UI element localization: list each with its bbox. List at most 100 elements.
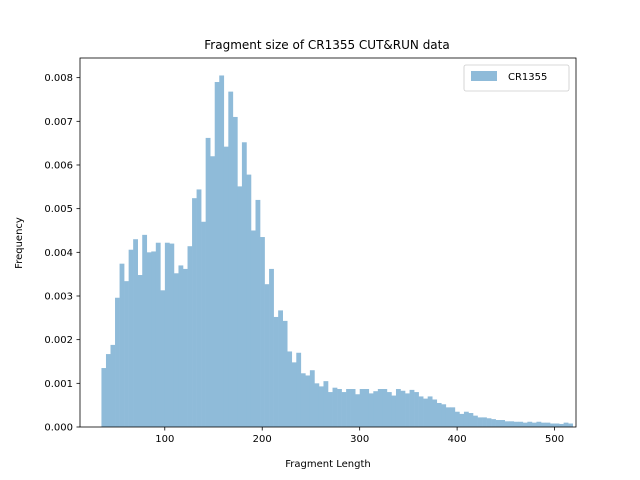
x-tick-label: 200 [253, 434, 272, 445]
histogram-bar [468, 413, 474, 427]
histogram-bar [536, 421, 542, 427]
histogram-bar [486, 418, 492, 427]
histogram-bar [423, 398, 428, 427]
histogram-bar [454, 411, 460, 427]
histogram-bar [287, 351, 293, 427]
histogram-bar [531, 422, 537, 427]
histogram-bar [151, 251, 157, 427]
histogram-bar [178, 265, 184, 427]
histogram-bar [173, 273, 179, 427]
histogram-bar [373, 391, 379, 427]
x-tick-label: 500 [545, 434, 564, 445]
y-tick-label: 0.005 [44, 204, 73, 215]
histogram-bar [314, 383, 320, 427]
y-tick-label: 0.008 [44, 73, 73, 84]
histogram-bar [264, 284, 270, 427]
histogram-bar [192, 198, 197, 427]
histogram-bar [318, 386, 324, 427]
histogram-bar [382, 389, 388, 427]
histogram-bar [255, 199, 261, 427]
histogram-bar [445, 407, 451, 427]
histogram-bar [210, 156, 216, 427]
y-tick-label: 0.006 [44, 160, 73, 171]
histogram-bar [205, 137, 211, 427]
histogram-bar [346, 389, 351, 427]
histogram-bar [522, 422, 528, 427]
histogram-bar [418, 396, 424, 427]
histogram-bar [260, 237, 265, 427]
histogram-bar [427, 396, 433, 427]
histogram-bar [563, 422, 569, 427]
histogram-bar [400, 390, 406, 427]
y-axis-ticks: 0.000 0.001 0.002 0.003 0.004 0.005 0.006 0.007… [44, 73, 80, 434]
histogram-bar [504, 421, 510, 427]
histogram-bar [568, 423, 573, 427]
histogram-bar [405, 393, 410, 427]
histogram-bar [119, 263, 125, 427]
histogram-bar [364, 389, 370, 427]
histogram-bar [133, 239, 138, 427]
histogram-bar [337, 389, 342, 427]
histogram-bar [550, 423, 555, 427]
plot-frame [79, 57, 577, 428]
histogram-bar [495, 420, 501, 427]
histogram-bar [309, 370, 315, 427]
histogram-bar [540, 422, 546, 427]
histogram-bar [300, 373, 306, 427]
histogram-bar [250, 230, 256, 427]
histogram-bar [105, 354, 111, 427]
histogram-bar [459, 413, 465, 427]
histogram-bar [124, 281, 129, 427]
y-tick-label: 0.007 [44, 117, 73, 128]
histogram-bar [164, 242, 170, 427]
legend-label: CR1355 [508, 72, 547, 83]
histogram-bar [323, 381, 329, 427]
histogram-bar [395, 389, 401, 427]
histogram-bar [328, 392, 333, 427]
histogram-bar [473, 415, 478, 427]
histogram-bar [491, 419, 496, 427]
histogram-bar [214, 82, 220, 428]
histogram-bar [482, 417, 487, 427]
y-axis-label: Frequency [14, 217, 25, 269]
x-tick-label: 100 [155, 434, 174, 445]
histogram-bar [332, 387, 338, 427]
x-tick-label: 300 [350, 434, 369, 445]
histogram-bar [282, 320, 288, 427]
legend: CR1355 [463, 64, 570, 92]
histogram-bar [291, 362, 297, 427]
histogram-bar [386, 392, 392, 427]
chart-title: Fragment size of CR1355 CUT&RUN data [204, 38, 449, 52]
x-tick-label: 400 [448, 434, 467, 445]
histogram-bar [391, 395, 397, 427]
histogram-bar [110, 344, 116, 427]
histogram-bar [477, 417, 483, 427]
histogram-bar [527, 421, 533, 427]
histogram-bar [463, 411, 469, 427]
histogram-bar [545, 422, 551, 427]
y-tick-label: 0.002 [44, 335, 73, 346]
histogram-bar [509, 421, 515, 427]
histogram-bar [278, 310, 283, 427]
y-tick-label: 0.000 [44, 423, 73, 434]
histogram-bar [155, 242, 161, 427]
histogram-bar [296, 352, 302, 427]
x-axis-ticks: 100 200 300 400 500 [155, 427, 564, 445]
histogram-bar [559, 423, 564, 427]
histogram-bar [368, 393, 374, 427]
histogram-bar [441, 404, 447, 427]
histogram-bar [341, 392, 347, 427]
histogram-bar [355, 394, 361, 427]
histogram-bar [359, 389, 365, 427]
histogram-bar [518, 421, 524, 427]
histogram-bar [500, 420, 506, 427]
histogram-bar [450, 407, 456, 427]
histogram-bar [436, 402, 442, 427]
histogram-bar [350, 389, 356, 427]
histogram-bar [409, 389, 415, 427]
histogram-bar [101, 368, 107, 427]
y-tick-label: 0.004 [44, 248, 73, 259]
histogram-bar [196, 189, 202, 427]
y-tick-label: 0.003 [44, 291, 73, 302]
